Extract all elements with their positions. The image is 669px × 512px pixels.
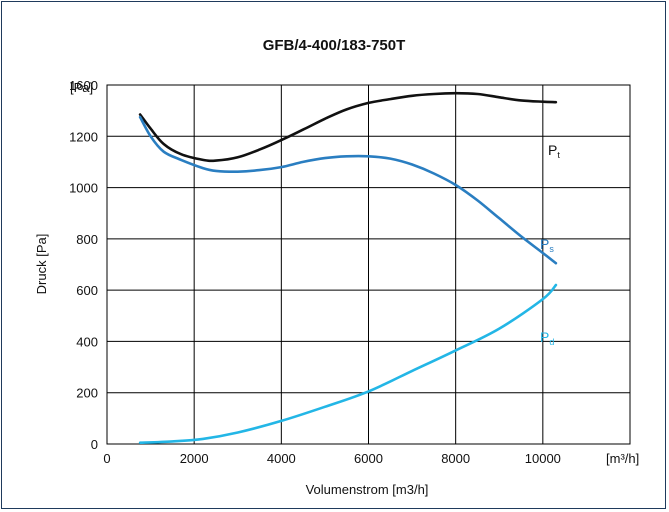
y-tick-label: 1200 — [69, 129, 98, 144]
series-labels: Pt Ps Pd — [540, 142, 560, 347]
series-label-t: Pt — [548, 142, 560, 160]
y-tick-label: 600 — [76, 283, 98, 298]
y-unit-label: [Pa] — [70, 80, 93, 95]
y-tick-label: 0 — [91, 437, 98, 452]
x-tick-label: 6000 — [354, 451, 383, 466]
y-axis-label: Druck [Pa] — [34, 234, 49, 295]
tick-labels: 0 2000 4000 6000 8000 10000 0 200 400 600 800 1000 1… — [69, 78, 561, 466]
series-label-d: Pd — [540, 329, 554, 347]
series-line-t — [138, 91, 558, 163]
x-unit-label: [m³/h] — [606, 451, 639, 466]
chart-title: GFB/4-400/183-750T — [263, 37, 406, 54]
series-line-s — [138, 115, 558, 265]
x-axis-label: Volumenstrom [m3/h] — [306, 482, 429, 497]
x-tick-label: 10000 — [525, 451, 561, 466]
y-tick-label: 400 — [76, 334, 98, 349]
y-tick-label: 200 — [76, 386, 98, 401]
x-tick-label: 2000 — [180, 451, 209, 466]
y-tick-label: 1600 — [69, 78, 98, 93]
y-tick-label: 800 — [76, 232, 98, 247]
x-tick-label: 8000 — [441, 451, 470, 466]
x-tick-label: 0 — [103, 451, 110, 466]
series-line-d — [138, 283, 558, 444]
x-tick-label: 4000 — [267, 451, 296, 466]
y-tick-label: 1000 — [69, 181, 98, 196]
series-label-s: Ps — [540, 236, 554, 254]
series-lines — [138, 91, 558, 444]
